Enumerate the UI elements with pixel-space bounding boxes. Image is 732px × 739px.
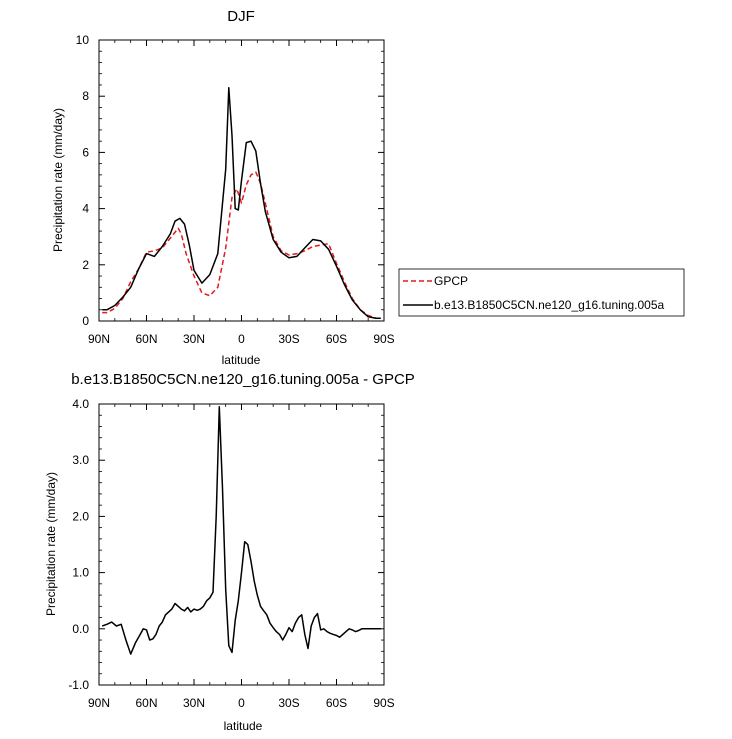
top-series-line-gpcp [102, 171, 381, 319]
bottom-xtick-label: 90S [373, 696, 394, 710]
top-xlabel: latitude [222, 353, 261, 367]
bottom-xtick-label: 30N [183, 696, 205, 710]
bottom-xtick-label: 30S [278, 696, 299, 710]
bottom-xtick-label: 60N [135, 696, 157, 710]
bottom-ytick-label: 4.0 [72, 397, 89, 411]
top-xtick-label: 60S [326, 332, 347, 346]
panel-bottom: b.e13.B1850C5CN.ne120_g16.tuning.005a - … [44, 371, 415, 733]
bottom-plot-frame [98, 403, 385, 686]
top-ytick-label: 6 [82, 145, 89, 159]
bottom-ticks [98, 403, 385, 686]
top-xtick-label: 90N [88, 332, 110, 346]
bottom-ytick-label: 2.0 [72, 509, 89, 523]
legend-box [398, 268, 685, 317]
top-title: DJF [227, 8, 255, 25]
top-xtick-label: 0 [238, 332, 245, 346]
bottom-tick-labels: 90N 60N 30N 0 30S 60S 90S -1.0 0.0 1.0 2.0 3.0 4.0 [68, 397, 394, 710]
top-ytick-label: 0 [82, 314, 89, 328]
top-series-group [102, 87, 381, 319]
bottom-ytick-label: 1.0 [72, 566, 89, 580]
legend: GPCP b.e13.B1850C5CN.ne120_g16.tuning.00… [398, 268, 685, 317]
bottom-ytick-label: 0.0 [72, 622, 89, 636]
bottom-series-line-difference [101, 406, 381, 655]
top-ytick-label: 10 [76, 33, 90, 47]
top-series-line-model [102, 87, 381, 319]
top-ytick-label: 4 [82, 202, 89, 216]
bottom-xlabel: latitude [224, 719, 263, 733]
bottom-ylabel: Precipitation rate (mm/day) [44, 472, 58, 616]
bottom-series-group [101, 406, 381, 655]
top-ylabel: Precipitation rate (mm/day) [51, 108, 65, 252]
bottom-ytick-label: 3.0 [72, 453, 89, 467]
top-xtick-label: 30S [278, 332, 299, 346]
top-tick-labels: 90N 60N 30N 0 30S 60S 90S 0 2 4 6 8 10 [76, 33, 395, 346]
bottom-ytick-label: -1.0 [68, 678, 89, 692]
legend-label-gpcp: GPCP [434, 274, 468, 288]
bottom-title: b.e13.B1850C5CN.ne120_g16.tuning.005a - … [71, 371, 415, 388]
top-xtick-label: 30N [183, 332, 205, 346]
top-ytick-label: 2 [82, 258, 89, 272]
top-xtick-label: 90S [373, 332, 394, 346]
legend-label-model: b.e13.B1850C5CN.ne120_g16.tuning.005a [434, 298, 665, 312]
top-xtick-label: 60N [135, 332, 157, 346]
top-ytick-label: 8 [82, 89, 89, 103]
bottom-xtick-label: 0 [238, 696, 245, 710]
top-ticks [98, 39, 385, 322]
bottom-xtick-label: 90N [88, 696, 110, 710]
bottom-xtick-label: 60S [326, 696, 347, 710]
